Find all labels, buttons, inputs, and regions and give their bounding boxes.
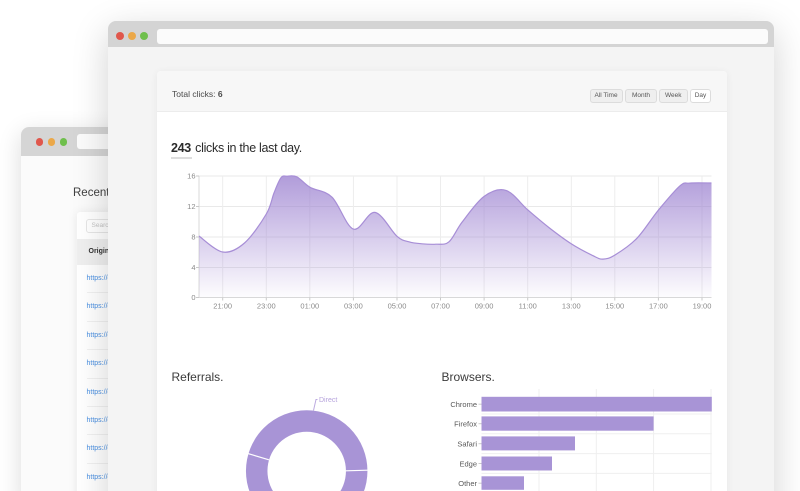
svg-text:23:00: 23:00 [257, 302, 276, 311]
svg-text:0: 0 [191, 293, 195, 302]
svg-text:13:00: 13:00 [562, 302, 581, 311]
svg-text:21:00: 21:00 [213, 302, 232, 311]
svg-text:4: 4 [191, 263, 195, 272]
svg-text:19:00: 19:00 [693, 302, 712, 311]
svg-text:Direct: Direct [319, 397, 337, 404]
svg-text:15:00: 15:00 [605, 302, 624, 311]
svg-text:Safari: Safari [457, 439, 477, 448]
svg-text:12: 12 [187, 202, 195, 211]
svg-text:17:00: 17:00 [649, 302, 668, 311]
svg-text:05:00: 05:00 [388, 302, 407, 311]
svg-text:Firefox: Firefox [454, 419, 477, 428]
svg-text:03:00: 03:00 [344, 302, 363, 311]
svg-text:07:00: 07:00 [431, 302, 450, 311]
svg-text:8: 8 [191, 233, 195, 242]
svg-text:Chrome: Chrome [450, 400, 477, 409]
svg-text:01:00: 01:00 [300, 302, 319, 311]
svg-text:Edge: Edge [459, 459, 477, 468]
svg-text:11:00: 11:00 [519, 302, 537, 311]
svg-text:09:00: 09:00 [475, 302, 494, 311]
svg-text:Other: Other [458, 479, 477, 488]
svg-text:16: 16 [187, 172, 195, 181]
